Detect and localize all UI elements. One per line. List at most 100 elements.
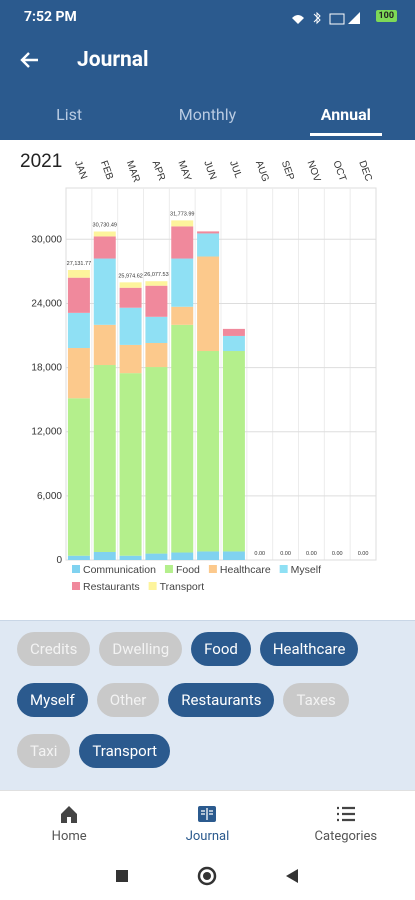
chip[interactable]: Healthcare <box>259 632 359 666</box>
nav-item[interactable]: Categories <box>277 791 415 861</box>
y-tick-label: 6,000 <box>37 491 62 502</box>
data-label: 0.00 <box>280 551 291 557</box>
data-label: 0.00 <box>358 551 369 557</box>
tab[interactable]: List <box>56 105 83 124</box>
back-button[interactable] <box>18 49 40 71</box>
nav-icon <box>336 806 355 822</box>
y-tick-label: 24,000 <box>31 298 62 309</box>
chip[interactable]: Myself <box>17 683 88 717</box>
bar-segment <box>145 553 168 560</box>
nav-item[interactable]: Journal <box>138 791 276 861</box>
chip[interactable]: Restaurants <box>168 683 275 717</box>
tab[interactable]: Annual <box>277 98 415 140</box>
bar-segment <box>67 555 90 560</box>
bar-segment <box>171 306 194 325</box>
header: 7:52 PM 100 Journal List Monthly Annual <box>0 0 415 140</box>
bar-segment <box>171 324 194 553</box>
x-tick-label: APR <box>150 159 167 182</box>
bar-segment <box>171 552 194 560</box>
x-tick-label: AUG <box>253 159 271 183</box>
legend-label: Transport <box>160 581 205 593</box>
chip[interactable]: Dwelling <box>99 632 183 666</box>
bar-segment <box>222 328 245 336</box>
bar-segment <box>197 231 220 234</box>
bar-segment <box>67 269 90 278</box>
bar-segment <box>222 335 245 352</box>
bar-segment <box>93 551 116 560</box>
nav-icon <box>61 806 78 823</box>
nav-label: Categories <box>314 829 378 844</box>
data-label: 0.00 <box>306 551 317 557</box>
data-label: 27,131.77 <box>67 261 91 267</box>
legend-swatch <box>208 565 217 573</box>
chip[interactable]: Other <box>96 683 160 717</box>
x-tick-label: FEB <box>98 159 115 181</box>
legend-swatch <box>148 582 157 590</box>
y-tick-label: 18,000 <box>31 363 62 374</box>
legend-swatch <box>279 565 288 573</box>
legend-swatch <box>72 582 80 590</box>
nav-label: Home <box>51 829 87 844</box>
y-tick-label: 30,000 <box>31 234 62 245</box>
bar-segment <box>171 226 194 259</box>
bar-segment <box>119 555 142 560</box>
legend-label: Restaurants <box>83 581 140 593</box>
legend-label: Food <box>176 564 200 576</box>
back-system[interactable] <box>286 869 298 883</box>
bar-segment <box>93 231 116 237</box>
battery: 100 <box>375 10 397 22</box>
bar-segment <box>197 256 220 352</box>
x-tick-label: JUL <box>227 159 244 180</box>
recents-button[interactable] <box>116 870 128 882</box>
bar-segment <box>145 281 168 286</box>
y-tick-label: 0 <box>56 555 62 566</box>
bar-segment <box>67 277 90 313</box>
home-dot <box>203 872 211 880</box>
y-tick-label: 12,000 <box>31 427 62 438</box>
x-tick-label: OCT <box>330 159 348 183</box>
bar-segment <box>67 398 90 556</box>
data-label: 0.00 <box>332 551 343 557</box>
bar-segment <box>145 343 168 368</box>
bar-segment <box>222 351 245 552</box>
x-tick-label: JUN <box>201 159 218 181</box>
data-label: 31,773.99 <box>170 211 194 217</box>
status-icons <box>292 12 360 25</box>
bar-segment <box>145 316 168 343</box>
category-filter: Credits Dwelling Food Healthcare Myself Other… <box>0 620 415 790</box>
bar-segment <box>93 258 116 325</box>
bar-segment <box>197 233 220 257</box>
bar-segment <box>222 551 245 560</box>
chip[interactable]: Transport <box>79 734 171 768</box>
data-label: 30,730.49 <box>93 223 117 229</box>
bar-segment <box>197 351 220 552</box>
bar-segment <box>93 324 116 366</box>
tab[interactable]: Monthly <box>178 105 237 124</box>
chart-title: 2021 <box>20 151 62 172</box>
bar-segment <box>119 373 142 556</box>
bar-segment <box>119 307 142 345</box>
chip[interactable]: Taxes <box>283 683 349 717</box>
bar-segment <box>119 282 142 288</box>
x-tick-label: SEP <box>279 159 296 182</box>
bar-segment <box>93 236 116 259</box>
nav-item[interactable]: Home <box>0 791 138 861</box>
legend-label: Communication <box>83 564 156 576</box>
home-button[interactable] <box>197 866 217 886</box>
chip[interactable]: Food <box>191 632 251 666</box>
chip[interactable]: Taxi <box>17 734 71 768</box>
app-title: Journal <box>77 48 149 72</box>
system-nav <box>116 866 298 886</box>
bar-segment <box>119 344 142 374</box>
bar-segment <box>145 367 168 554</box>
tab-bar: List Monthly Annual <box>0 98 415 140</box>
chip[interactable]: Credits <box>17 632 91 666</box>
legend-label: Myself <box>291 564 321 576</box>
bar-segment <box>67 312 90 349</box>
legend-label: Healthcare <box>220 564 271 576</box>
x-tick-label: MAY <box>175 159 193 183</box>
bar-segment <box>145 285 168 317</box>
legend-swatch <box>164 565 173 573</box>
nav-icon <box>198 806 217 822</box>
